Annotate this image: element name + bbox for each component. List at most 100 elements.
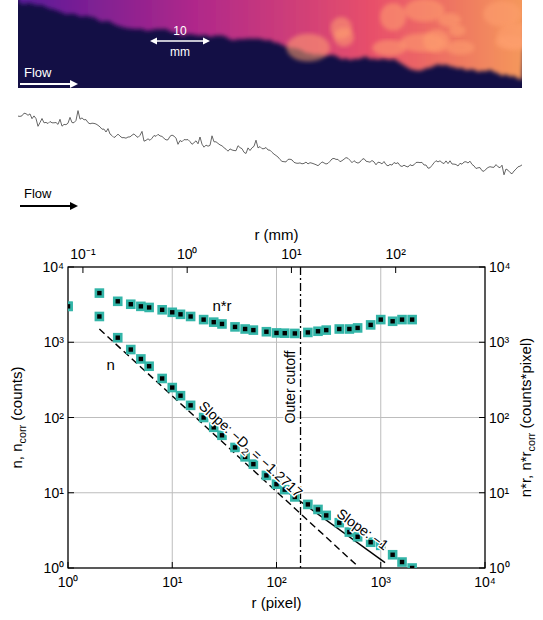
marker <box>250 327 257 334</box>
marker <box>187 313 194 320</box>
marker <box>399 559 406 566</box>
plume <box>18 0 522 80</box>
contour <box>18 111 522 175</box>
marker <box>68 303 72 310</box>
label-part: = −1.2717 <box>246 443 306 500</box>
flow-image <box>18 0 522 88</box>
tick-label: 10³ <box>44 334 65 350</box>
tick <box>187 267 188 273</box>
marker <box>336 325 343 332</box>
marker <box>377 316 384 323</box>
marker <box>281 330 288 337</box>
tick-label: 10¹ <box>162 574 183 590</box>
marker <box>114 334 121 341</box>
plume-core <box>449 24 466 36</box>
tick-label: 10¹ <box>44 485 65 501</box>
tick <box>479 342 485 343</box>
series-label: n*r <box>212 297 231 314</box>
scale-label: 10 <box>173 24 187 38</box>
tick-label: 10² <box>489 410 510 426</box>
flow-label: Flow <box>24 186 52 201</box>
axis-title: r (pixel) <box>251 594 301 611</box>
label-part: corr <box>16 424 28 443</box>
tick-label: 10⁰ <box>177 246 198 262</box>
marker <box>146 304 153 311</box>
tick <box>380 562 381 568</box>
marker <box>389 551 396 558</box>
grid-line <box>68 417 485 418</box>
tick-label: 10¹ <box>281 246 302 262</box>
data-group <box>68 267 416 568</box>
flow-arrow <box>20 205 72 207</box>
tick-label: 10² <box>44 410 65 426</box>
tick <box>68 492 74 493</box>
marker <box>114 298 121 305</box>
plume-core <box>400 33 446 52</box>
axis-title: n, ncorr (counts) <box>8 367 28 469</box>
marker <box>242 325 249 332</box>
tick <box>82 267 83 273</box>
scale-bar <box>156 40 204 42</box>
marker <box>169 384 176 391</box>
marker <box>409 565 416 569</box>
marker <box>210 319 217 326</box>
marker <box>159 375 166 382</box>
tick-label: 10⁴ <box>42 259 64 275</box>
tick <box>291 267 292 273</box>
label-part: corr <box>525 432 537 451</box>
marker <box>389 318 396 325</box>
tick-label: 10² <box>386 246 407 262</box>
label-part: n, n <box>8 443 25 468</box>
scale-arrowhead <box>150 38 157 45</box>
tick-label: 10⁴ <box>474 574 496 590</box>
marker <box>137 355 144 362</box>
marker <box>291 330 298 337</box>
marker <box>177 392 184 399</box>
fit-line <box>99 329 357 566</box>
label-part: Slope: −1 <box>334 505 392 553</box>
tick <box>276 562 277 568</box>
marker <box>200 316 207 323</box>
plume-core <box>483 1 521 27</box>
tick <box>68 417 74 418</box>
plume-core <box>446 41 475 55</box>
cutoff-label: Outer cutoff <box>282 350 298 423</box>
label-part: Slope: −D <box>196 398 252 452</box>
flow-arrow <box>20 83 72 85</box>
tick <box>479 492 485 493</box>
cutoff-line <box>300 267 301 568</box>
marker <box>314 506 321 513</box>
plume-core <box>497 23 522 50</box>
marker <box>354 324 361 331</box>
series-label: n <box>107 356 115 373</box>
marker <box>177 311 184 318</box>
label-part: (counts*pixel) <box>517 338 534 433</box>
tick-label: 10¹ <box>489 485 510 501</box>
tick <box>479 417 485 418</box>
tick-label: 10⁰ <box>489 560 510 576</box>
marker <box>367 321 374 328</box>
tick-label: 10⁻¹ <box>70 246 96 262</box>
label-part: n*r, n*r <box>517 451 534 497</box>
marker <box>273 329 280 336</box>
plume-core <box>331 17 352 39</box>
plume-core <box>380 3 406 31</box>
marker <box>314 328 321 335</box>
tick <box>395 267 396 273</box>
marker <box>409 316 416 323</box>
flow-arrowhead <box>70 202 78 210</box>
label-part: (counts) <box>8 367 25 425</box>
axes: 10⁰10¹10²10³10⁴10⁻¹10⁰10¹10²10⁰10¹10²10³… <box>42 246 510 590</box>
marker <box>137 303 144 310</box>
marker <box>263 328 270 335</box>
marker <box>146 363 153 370</box>
marker <box>159 306 166 313</box>
tick-label: 10² <box>266 574 287 590</box>
tick-label: 10⁰ <box>43 560 64 576</box>
flow-label: Flow <box>24 65 52 80</box>
tick-label: 10⁰ <box>58 574 79 590</box>
tick-label: 10⁴ <box>489 259 511 275</box>
marker <box>127 346 134 353</box>
marker <box>232 323 239 330</box>
marker <box>304 329 311 336</box>
